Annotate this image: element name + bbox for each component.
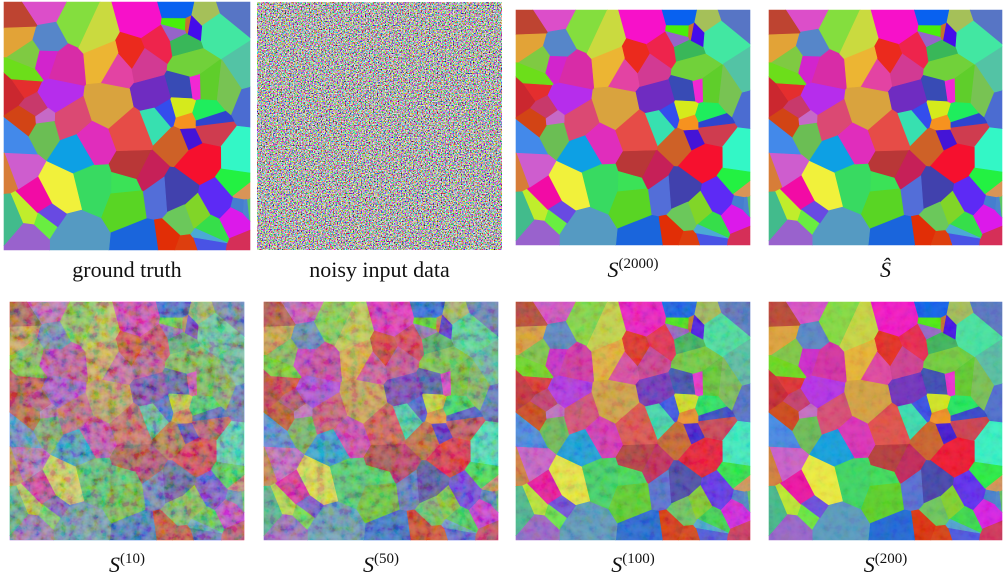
panel: S(200) — [769, 302, 1002, 577]
panel-image — [10, 302, 244, 540]
caption-base: S — [363, 552, 374, 577]
caption-superscript: (10) — [120, 551, 145, 567]
panel-image — [769, 10, 1002, 245]
caption-superscript: (50) — [374, 551, 399, 567]
panel: ground truth — [4, 2, 250, 282]
panel: S(2000) — [516, 10, 750, 282]
caption: ground truth — [72, 257, 181, 282]
caption: S(10) — [109, 551, 145, 577]
panel: S(100) — [516, 302, 750, 577]
caption-base: S — [109, 552, 120, 577]
caption-superscript: (2000) — [619, 256, 659, 272]
caption-base: S — [608, 257, 619, 282]
noise-image — [257, 2, 502, 250]
panel-image — [257, 2, 502, 250]
noise-overlay — [264, 302, 498, 540]
panel-image — [4, 2, 250, 250]
panel-image — [769, 302, 1002, 540]
caption: noisy input data — [309, 257, 450, 282]
caption-superscript: (200) — [875, 551, 908, 567]
panel-image — [516, 10, 750, 245]
panel-image — [516, 302, 750, 540]
grain — [158, 2, 194, 18]
caption-base: S — [864, 552, 875, 577]
noise-overlay — [10, 302, 244, 540]
panel: S(10) — [10, 302, 244, 577]
caption: Ŝ — [880, 257, 891, 282]
grain — [662, 10, 697, 25]
caption: S(50) — [363, 551, 399, 577]
caption-superscript: (100) — [622, 551, 655, 567]
panel-image — [264, 302, 498, 540]
page: ground truthnoisy input dataS(2000)ŜS(10… — [0, 0, 1004, 587]
panel: Ŝ — [769, 10, 1002, 282]
caption: S(100) — [611, 551, 655, 577]
caption: S(200) — [864, 551, 908, 577]
panel: S(50) — [264, 302, 498, 577]
noise-overlay — [516, 302, 750, 540]
caption-base: S — [611, 552, 622, 577]
panel: noisy input data — [257, 2, 502, 282]
noise-overlay — [769, 302, 1002, 540]
figure: ground truthnoisy input dataS(2000)ŜS(10… — [0, 0, 1004, 587]
caption: S(2000) — [608, 256, 659, 282]
grain — [914, 10, 948, 25]
